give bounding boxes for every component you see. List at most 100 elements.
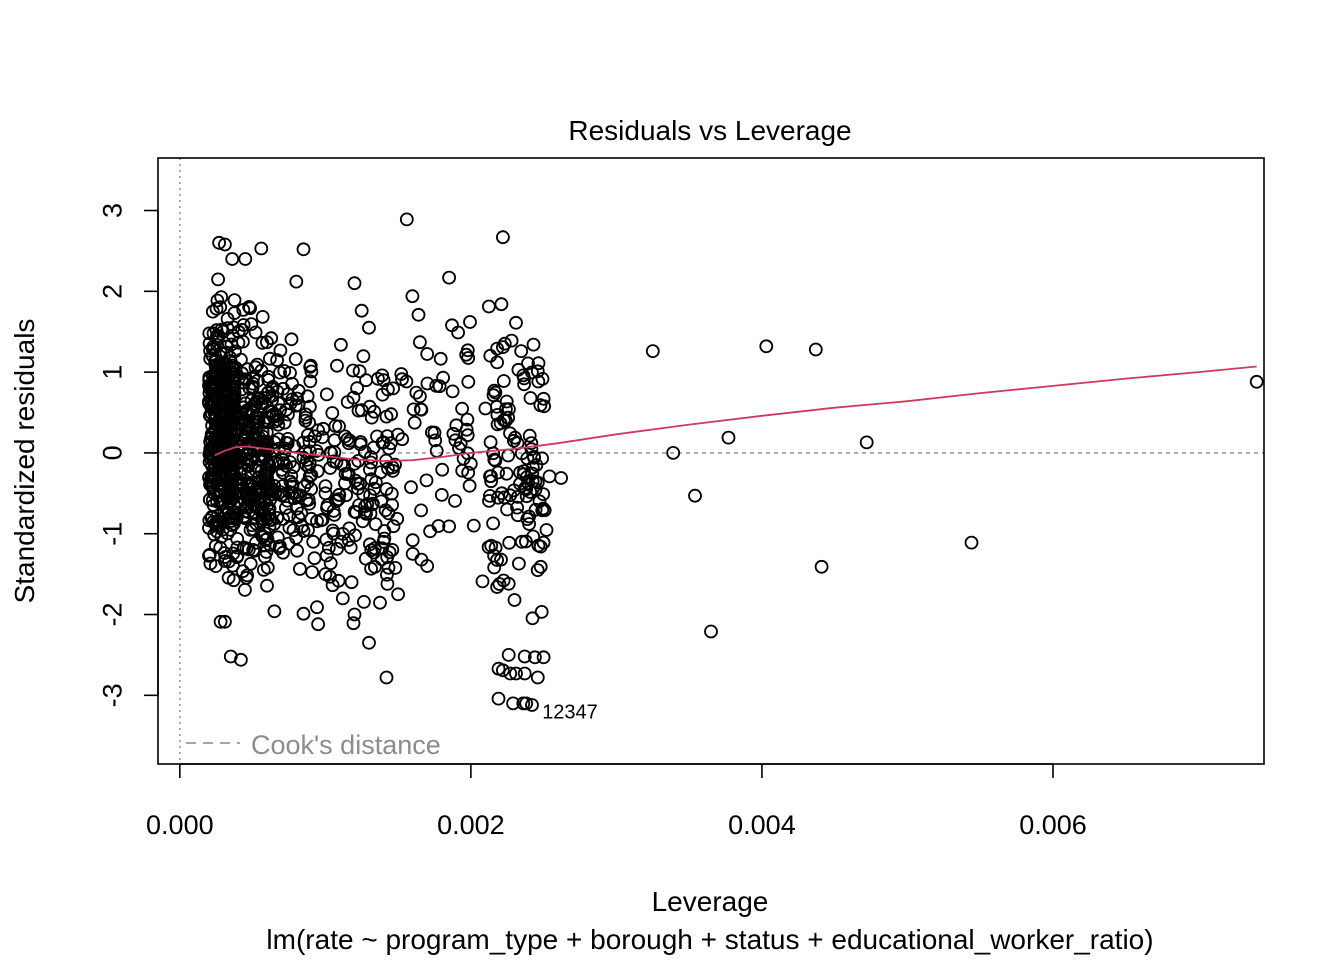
data-point [530, 364, 545, 379]
data-point [356, 349, 371, 364]
data-point [486, 516, 501, 531]
data-point [217, 614, 232, 629]
data-point [388, 457, 402, 472]
data-point [362, 635, 376, 650]
data-point [260, 578, 274, 593]
data-point [290, 391, 304, 406]
legend-label: Cook's distance [251, 730, 441, 760]
data-point [311, 423, 326, 438]
y-tick-label: 2 [97, 284, 127, 299]
data-point [243, 485, 258, 500]
data-point [208, 358, 223, 373]
data-point [298, 407, 313, 422]
data-point [501, 448, 516, 463]
data-point [330, 358, 344, 373]
data-point [357, 505, 372, 519]
data-point [521, 356, 535, 371]
data-point [268, 414, 283, 429]
data-point [355, 514, 370, 529]
data-point [512, 556, 526, 571]
data-point [503, 666, 518, 681]
data-point [522, 428, 537, 443]
data-point [524, 436, 539, 451]
x-ticks: 0.000 0.002 0.004 0.006 [146, 764, 1087, 840]
data-point [519, 489, 534, 504]
data-point [420, 347, 435, 361]
data-point [265, 407, 280, 422]
data-point [525, 460, 540, 475]
data-point [466, 518, 481, 533]
data-point [347, 607, 362, 622]
data-point [206, 498, 221, 513]
data-point [257, 395, 272, 410]
data-point [376, 534, 391, 549]
data-point [645, 344, 660, 359]
data-point [318, 479, 333, 494]
data-point [274, 462, 289, 477]
data-point [205, 479, 220, 494]
data-point [323, 556, 338, 571]
x-tick-label: 0.006 [1019, 810, 1087, 840]
points-layer [201, 212, 1264, 712]
data-point [352, 364, 367, 379]
data-point [235, 564, 250, 579]
data-point [315, 512, 330, 527]
data-point [346, 363, 360, 378]
data-point [296, 242, 311, 257]
x-tick-label: 0.000 [146, 810, 214, 840]
data-point [409, 385, 424, 400]
data-point [405, 547, 420, 561]
data-point [239, 405, 254, 420]
data-point [500, 502, 515, 517]
data-point [320, 500, 334, 515]
data-point [257, 538, 272, 553]
data-point [284, 332, 299, 347]
data-point [296, 435, 311, 450]
data-point [510, 508, 525, 523]
data-point [208, 429, 223, 444]
data-point [461, 374, 476, 389]
data-point [351, 453, 366, 468]
data-point [386, 381, 401, 396]
data-point [282, 520, 297, 535]
data-point [380, 577, 395, 591]
data-point [283, 365, 297, 380]
data-point [442, 519, 457, 534]
data-point [220, 311, 235, 326]
data-point [554, 471, 568, 485]
data-point [427, 425, 442, 440]
data-point [304, 482, 319, 497]
data-point [346, 616, 361, 631]
data-point [462, 478, 477, 493]
data-point [535, 503, 550, 518]
data-point [331, 573, 346, 588]
data-point [446, 426, 461, 441]
data-point [233, 652, 248, 667]
data-point [217, 237, 232, 252]
data-point [230, 532, 245, 546]
data-point [202, 370, 217, 385]
data-point [721, 430, 736, 445]
data-point [448, 493, 462, 508]
y-tick-label: 1 [97, 365, 127, 380]
data-point [262, 351, 277, 366]
data-point [255, 309, 270, 324]
data-point [300, 475, 315, 490]
y-tick-label: -2 [97, 603, 127, 627]
data-point [517, 666, 532, 681]
data-point [814, 559, 829, 574]
data-point [460, 428, 475, 443]
data-point [325, 406, 340, 420]
data-point [502, 535, 517, 550]
data-point [211, 272, 226, 287]
data-point [414, 503, 429, 518]
data-point [267, 604, 282, 619]
data-point [494, 297, 509, 312]
data-point [704, 624, 718, 639]
data-point [202, 326, 217, 341]
data-point [243, 556, 258, 571]
data-point [442, 270, 457, 285]
data-point [516, 368, 531, 383]
data-point [303, 374, 318, 389]
